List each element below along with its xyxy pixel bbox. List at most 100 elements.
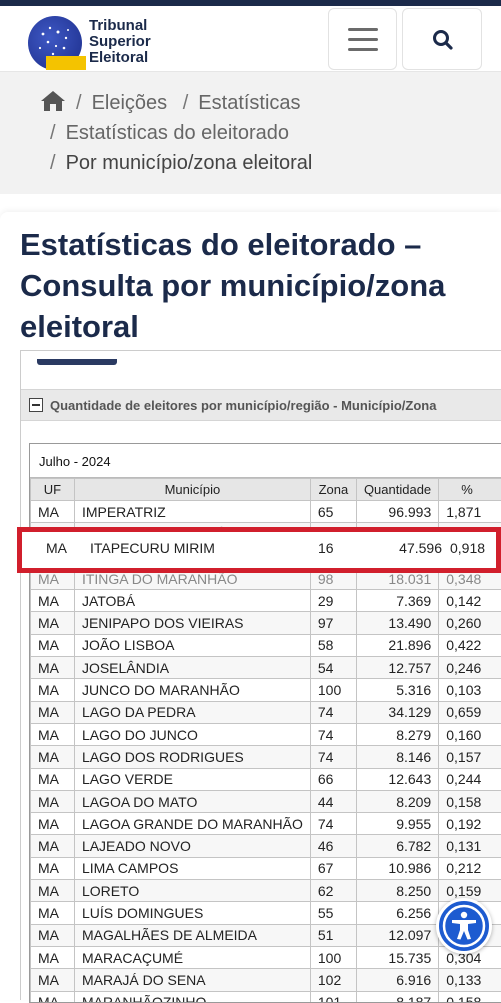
panel-header[interactable]: Quantidade de eleitores por município/re… xyxy=(21,389,501,421)
breadcrumb-estatisticas[interactable]: Estatísticas xyxy=(198,92,300,114)
highlight-box: MA ITAPECURU MIRIM 16 47.596 0,918 xyxy=(17,527,501,573)
cell-percent: 0,160 xyxy=(439,723,501,745)
cell-uf: MA xyxy=(31,634,75,656)
cell-uf: MA xyxy=(31,790,75,812)
cell-quantidade: 5.316 xyxy=(356,679,438,701)
cell-quantidade: 8.250 xyxy=(356,880,438,902)
cell-municipio: LAGO DA PEDRA xyxy=(74,701,310,723)
cell-zona: 74 xyxy=(310,813,356,835)
highlight-percent: 0,918 xyxy=(450,540,485,556)
cell-zona: 44 xyxy=(310,790,356,812)
cell-quantidade: 15.735 xyxy=(356,946,438,968)
cell-uf: MA xyxy=(31,902,75,924)
cell-quantidade: 6.782 xyxy=(356,835,438,857)
cell-uf: MA xyxy=(31,880,75,902)
col-municipio[interactable]: Município xyxy=(74,479,310,501)
logo-yellow-band xyxy=(46,56,86,70)
highlight-zona: 16 xyxy=(318,540,334,556)
cell-percent: 0,192 xyxy=(439,813,501,835)
breadcrumb-current: Por município/zona eleitoral xyxy=(66,152,313,174)
cell-quantidade: 34.129 xyxy=(356,701,438,723)
cell-zona: 66 xyxy=(310,768,356,790)
col-percent[interactable]: % xyxy=(439,479,501,501)
breadcrumb: /Eleições /Estatísticas /Estatísticas do… xyxy=(0,72,501,194)
highlight-quantidade: 47.596 xyxy=(384,540,442,556)
cell-uf: MA xyxy=(31,701,75,723)
cell-zona: 74 xyxy=(310,701,356,723)
cell-quantidade: 13.490 xyxy=(356,612,438,634)
breadcrumb-eleicoes[interactable]: Eleições xyxy=(92,92,168,114)
cell-uf: MA xyxy=(31,612,75,634)
cell-uf: MA xyxy=(31,813,75,835)
cell-zona: 74 xyxy=(310,723,356,745)
menu-button[interactable] xyxy=(328,8,397,70)
cell-percent: 0,244 xyxy=(439,768,501,790)
highlight-uf: MA xyxy=(46,540,67,556)
search-button[interactable] xyxy=(402,8,482,70)
cell-uf: MA xyxy=(31,723,75,745)
cell-zona: 58 xyxy=(310,634,356,656)
accessibility-icon xyxy=(439,901,489,951)
cell-zona: 51 xyxy=(310,924,356,946)
cell-municipio: LAGO VERDE xyxy=(74,768,310,790)
cell-zona: 102 xyxy=(310,969,356,991)
collapse-icon[interactable] xyxy=(29,398,43,412)
cell-quantidade: 10.986 xyxy=(356,857,438,879)
cell-percent: 0,142 xyxy=(439,590,501,612)
breadcrumb-estatisticas-eleitorado[interactable]: Estatísticas do eleitorado xyxy=(66,122,289,144)
cell-zona: 100 xyxy=(310,679,356,701)
cell-percent: 0,157 xyxy=(439,746,501,768)
cell-municipio: IMPERATRIZ xyxy=(74,501,310,523)
cell-percent: 0,103 xyxy=(439,679,501,701)
site-header: Tribunal Superior Eleitoral xyxy=(0,6,501,72)
accessibility-button[interactable] xyxy=(436,898,492,954)
cell-quantidade: 6.256 xyxy=(356,902,438,924)
cell-quantidade: 9.955 xyxy=(356,813,438,835)
cell-uf: MA xyxy=(31,946,75,968)
cell-municipio: LAGOA DO MATO xyxy=(74,790,310,812)
cell-uf: MA xyxy=(31,991,75,1003)
cell-percent: 0,158 xyxy=(439,790,501,812)
cell-zona: 65 xyxy=(310,501,356,523)
col-zona[interactable]: Zona xyxy=(310,479,356,501)
cell-municipio: LAGOA GRANDE DO MARANHÃO xyxy=(74,813,310,835)
cell-municipio: LAGO DO JUNCO xyxy=(74,723,310,745)
home-icon[interactable] xyxy=(40,90,66,112)
cell-percent: 0,158 xyxy=(439,991,501,1003)
cell-quantidade: 8.146 xyxy=(356,746,438,768)
cell-zona: 54 xyxy=(310,657,356,679)
highlight-municipio: ITAPECURU MIRIM xyxy=(90,540,215,556)
cell-zona: 74 xyxy=(310,746,356,768)
col-quantidade[interactable]: Quantidade xyxy=(356,479,438,501)
cell-quantidade: 96.993 xyxy=(356,501,438,523)
cell-uf: MA xyxy=(31,768,75,790)
cell-percent: 0,212 xyxy=(439,857,501,879)
cell-uf: MA xyxy=(31,857,75,879)
col-uf[interactable]: UF xyxy=(31,479,75,501)
cell-municipio: MAGALHÃES DE ALMEIDA xyxy=(74,924,310,946)
cell-uf: MA xyxy=(31,657,75,679)
tse-logo[interactable]: Tribunal Superior Eleitoral xyxy=(28,12,168,70)
cell-quantidade: 12.757 xyxy=(356,657,438,679)
cell-quantidade: 6.916 xyxy=(356,969,438,991)
